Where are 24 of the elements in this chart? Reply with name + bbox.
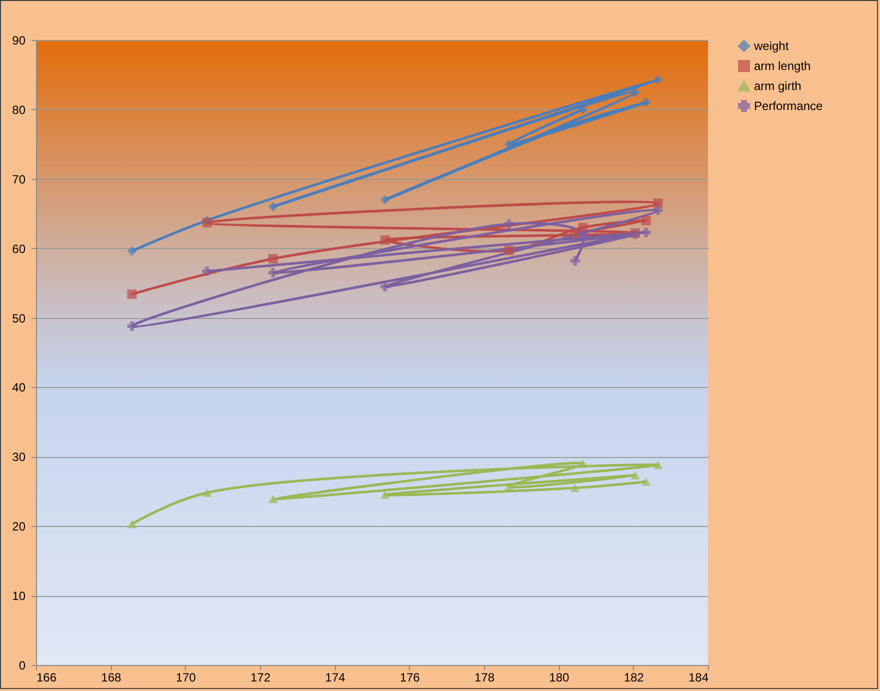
y-tick-label: 90 <box>12 34 26 48</box>
legend-label: weight <box>753 39 790 53</box>
x-tick-label: 176 <box>400 670 420 684</box>
y-tick-label: 50 <box>12 311 26 326</box>
x-tick-label: 168 <box>101 670 122 684</box>
x-tick-label: 166 <box>36 670 57 684</box>
x-tick-label: 182 <box>624 670 644 684</box>
y-tick-label: 70 <box>12 172 26 186</box>
x-tick-label: 170 <box>176 670 196 684</box>
x-tick-label: 178 <box>474 670 495 684</box>
y-tick-label: 10 <box>12 589 26 604</box>
y-tick-label: 60 <box>12 242 26 256</box>
x-tick-label: 184 <box>688 670 709 684</box>
x-tick-label: 174 <box>325 670 346 684</box>
x-tick-label: 180 <box>549 670 570 684</box>
legend-label: arm length <box>754 59 811 73</box>
y-tick-label: 30 <box>12 450 26 464</box>
y-tick-label: 40 <box>12 380 26 395</box>
legend-label: Performance <box>754 99 824 113</box>
y-tick-label: 20 <box>12 520 26 534</box>
y-tick-label: 80 <box>12 102 26 117</box>
y-tick-label: 0 <box>18 658 26 672</box>
x-tick-label: 172 <box>250 670 271 684</box>
legend-label: arm girth <box>754 79 802 93</box>
